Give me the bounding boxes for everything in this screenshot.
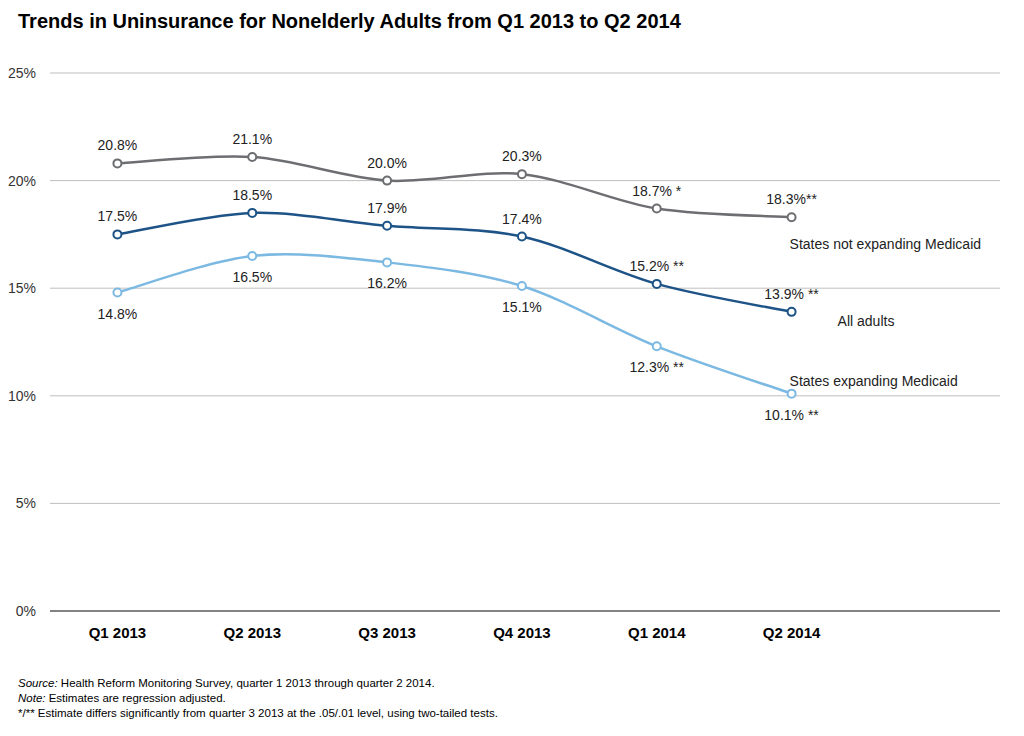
annotation-prefix: Note: — [18, 692, 46, 704]
tick-label: 10% — [8, 388, 36, 404]
title: Trends in Uninsurance for Nonelderly Adu… — [18, 10, 682, 32]
series-line — [117, 254, 791, 393]
category-label: Q2 2014 — [763, 624, 821, 641]
data-label: 20.0% — [367, 155, 407, 171]
tick-label: 15% — [8, 280, 36, 296]
annotation: Source: Health Reform Monitoring Survey,… — [18, 677, 435, 689]
tick-label: 20% — [8, 173, 36, 189]
grid-line — [50, 395, 1000, 396]
data-label: 18.7% * — [632, 183, 682, 199]
data-label: 10.1% ** — [764, 407, 819, 423]
annotation: Note: Estimates are regression adjusted. — [18, 692, 226, 704]
grid-line — [50, 73, 1000, 74]
marker — [383, 177, 391, 185]
marker — [653, 342, 661, 350]
data-label: 13.9% ** — [764, 286, 819, 302]
tick-label: 5% — [16, 495, 36, 511]
data-label: 20.3% — [502, 148, 542, 164]
chart: Trends in Uninsurance for Nonelderly Adu… — [0, 0, 1024, 736]
data-label: 15.1% — [502, 299, 542, 315]
series-label: States not expanding Medicaid — [790, 236, 981, 252]
data-label: 17.5% — [98, 208, 138, 224]
data-label: 21.1% — [232, 131, 272, 147]
data-label: 14.8% — [98, 306, 138, 322]
category-label: Q4 2013 — [493, 624, 551, 641]
marker — [248, 209, 256, 217]
marker — [113, 289, 121, 297]
category-label: Q1 2014 — [628, 624, 686, 641]
category-label: Q3 2013 — [358, 624, 416, 641]
marker — [788, 213, 796, 221]
annotation-body: Estimates are regression adjusted. — [46, 692, 226, 704]
data-label: 16.2% — [367, 275, 407, 291]
annotation: */** Estimate differs significantly from… — [18, 707, 498, 719]
series-line — [117, 156, 791, 217]
marker — [788, 308, 796, 316]
plot-area — [113, 153, 795, 398]
data-label: 18.5% — [232, 187, 272, 203]
marker — [788, 390, 796, 398]
category-label: Q1 2013 — [89, 624, 147, 641]
marker — [518, 170, 526, 178]
marker — [113, 230, 121, 238]
data-label: 17.9% — [367, 200, 407, 216]
series-label: States expanding Medicaid — [790, 373, 958, 389]
category-label: Q2 2013 — [223, 624, 281, 641]
data-label: 20.8% — [98, 137, 138, 153]
grid-line — [50, 503, 1000, 504]
data-label: 18.3%** — [766, 191, 817, 207]
marker — [518, 233, 526, 241]
tick-label: 25% — [8, 65, 36, 81]
annotation-body: Health Reform Monitoring Survey, quarter… — [58, 677, 435, 689]
marker — [383, 222, 391, 230]
data-label: 16.5% — [232, 269, 272, 285]
tick-label: 0% — [16, 603, 36, 619]
marker — [113, 159, 121, 167]
marker — [383, 258, 391, 266]
data-label: 17.4% — [502, 211, 542, 227]
marker — [653, 280, 661, 288]
marker — [518, 282, 526, 290]
data-label: 15.2% ** — [630, 258, 685, 274]
annotation-prefix: Source: — [18, 677, 58, 689]
axis-line — [50, 610, 1000, 612]
marker — [653, 205, 661, 213]
labels: 20.8% 21.1% 20.0% 20.3% 18.7% * 18.3%** States… — [98, 131, 981, 423]
grid-line — [50, 180, 1000, 181]
series-label: All adults — [838, 313, 895, 329]
data-label: 12.3% ** — [630, 359, 685, 375]
marker — [248, 153, 256, 161]
marker — [248, 252, 256, 260]
